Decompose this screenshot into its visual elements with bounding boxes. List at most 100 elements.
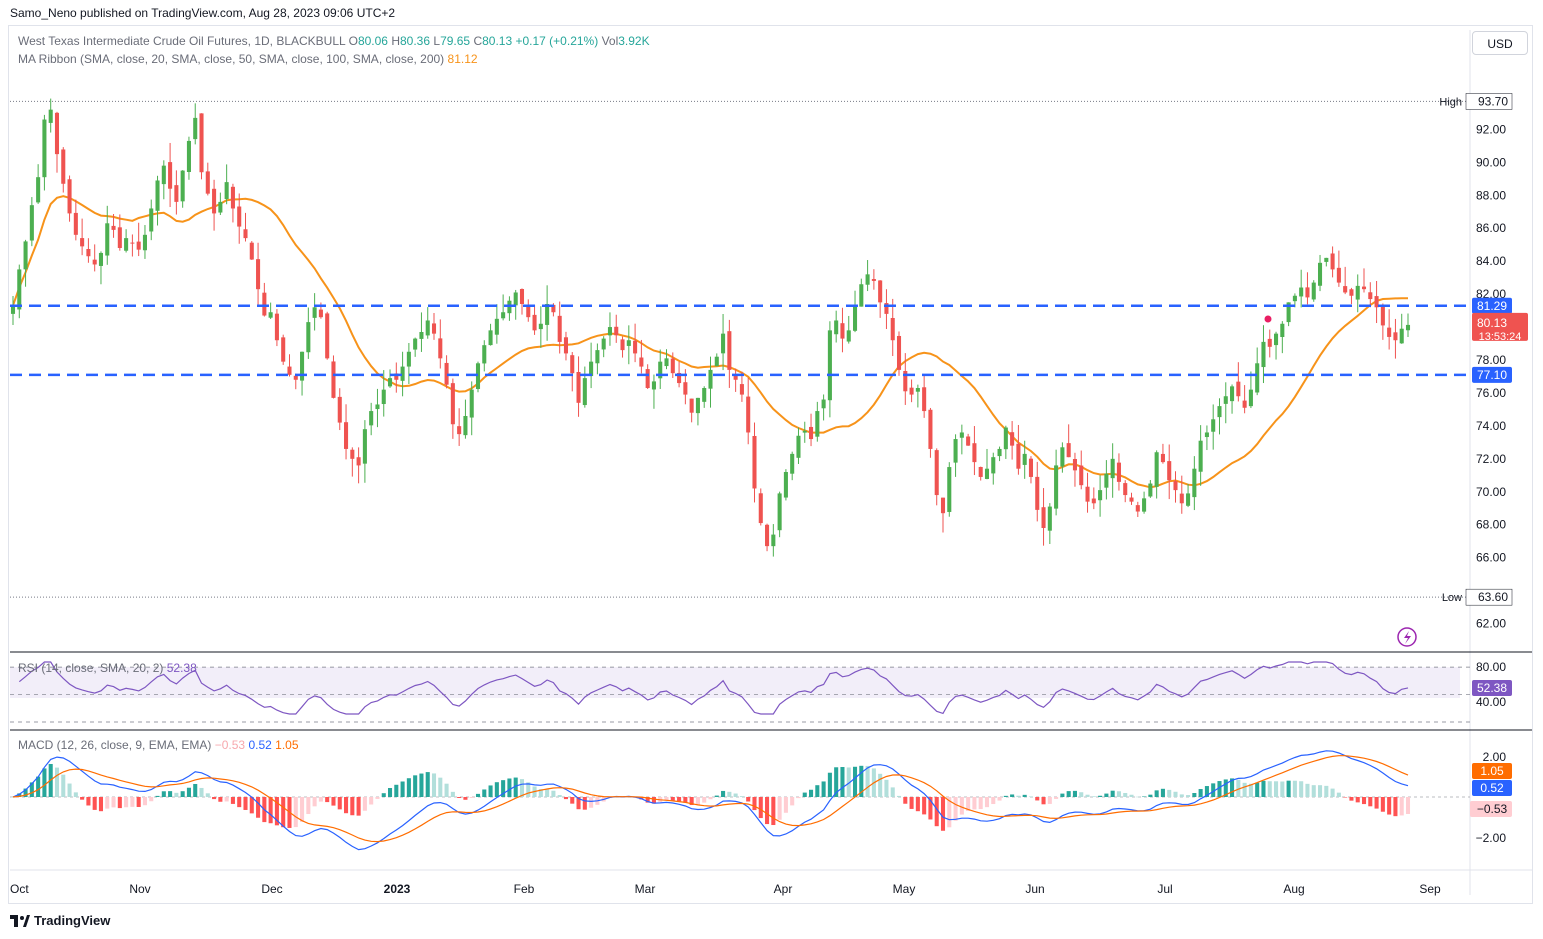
candle-body xyxy=(205,171,210,194)
candle xyxy=(1274,331,1279,360)
macd-histogram-bar xyxy=(212,797,217,800)
candle-body xyxy=(124,238,129,251)
macd-histogram-bar xyxy=(306,797,311,815)
candle xyxy=(1079,450,1084,490)
macd-histogram-bar xyxy=(243,797,248,810)
candle-body xyxy=(966,436,971,446)
level-badge-label: 77.10 xyxy=(1477,368,1507,382)
candle-body xyxy=(10,305,16,314)
macd-histogram-bar xyxy=(677,797,682,802)
macd-histogram-bar xyxy=(1179,794,1184,797)
candle-body xyxy=(199,113,204,173)
candle xyxy=(174,170,179,215)
macd-histogram-bar xyxy=(589,797,594,808)
candle-body xyxy=(1299,287,1304,297)
candle-body xyxy=(1255,363,1260,393)
macd-histogram-bar xyxy=(708,797,713,800)
macd-histogram-bar xyxy=(86,797,91,806)
candle xyxy=(1135,501,1140,517)
candle xyxy=(859,278,864,307)
macd-histogram-bar xyxy=(670,797,675,801)
macd-histogram-bar xyxy=(318,797,323,802)
macd-histogram-bar xyxy=(1217,781,1222,797)
candle-body xyxy=(1179,493,1184,504)
candle xyxy=(180,170,185,208)
candle xyxy=(1054,449,1059,516)
candle-body xyxy=(1217,406,1222,418)
price-tick-label: 78.00 xyxy=(1476,353,1506,367)
macd-histogram-bar xyxy=(268,797,273,824)
candle-body xyxy=(859,284,864,307)
candle xyxy=(1198,425,1203,486)
candle xyxy=(1160,443,1165,464)
macd-histogram-bar xyxy=(413,775,418,797)
candle-body xyxy=(212,188,217,214)
candle-body xyxy=(972,443,977,463)
macd-histogram-bar xyxy=(1355,797,1360,803)
candle xyxy=(1230,384,1235,414)
candle xyxy=(1098,475,1103,517)
macd-histogram-bar xyxy=(444,783,449,797)
macd-histogram-bar xyxy=(1349,797,1354,801)
candle xyxy=(658,349,663,389)
macd-histogram-bar xyxy=(513,777,518,797)
candle-body xyxy=(237,206,242,227)
candle-body xyxy=(934,450,939,496)
macd-histogram-bar xyxy=(809,789,814,797)
macd-histogram-bar xyxy=(1022,794,1027,797)
macd-histogram-bar xyxy=(425,772,430,797)
macd-histogram-bar xyxy=(846,767,851,797)
macd-histogram-bar xyxy=(205,793,210,797)
candle-body xyxy=(1104,473,1109,488)
tradingview-logo[interactable]: TradingView xyxy=(10,913,110,928)
candle-body xyxy=(193,117,198,140)
macd-histogram-bar xyxy=(557,795,562,797)
candle-body xyxy=(997,448,1002,457)
candle xyxy=(846,315,851,344)
macd-histogram-bar xyxy=(344,797,349,814)
macd-histogram-bar xyxy=(934,797,939,827)
candle-body xyxy=(394,373,399,380)
macd-histogram-bar xyxy=(978,797,983,810)
macd-histogram-bar xyxy=(17,793,22,797)
candle xyxy=(802,421,807,443)
candle-body xyxy=(896,335,902,370)
extreme-value: 93.70 xyxy=(1478,94,1508,108)
candle-body xyxy=(1167,461,1172,481)
candle-body xyxy=(413,338,418,350)
price-tick-label: 88.00 xyxy=(1476,188,1506,202)
candle-body xyxy=(1230,386,1235,402)
candle-body xyxy=(174,185,179,202)
macd-histogram-bar xyxy=(752,797,757,811)
time-tick-label: Mar xyxy=(635,882,656,896)
macd-tick-label: −2.00 xyxy=(1476,831,1507,845)
candle-body xyxy=(1317,262,1323,286)
candle xyxy=(1267,329,1272,358)
macd-histogram-bar xyxy=(1060,793,1065,797)
candle-body xyxy=(312,307,317,318)
candle xyxy=(1192,456,1197,511)
macd-histogram-bar xyxy=(1393,797,1398,817)
candle xyxy=(230,183,235,223)
candle-body xyxy=(1154,452,1159,487)
candle xyxy=(10,295,16,325)
candle xyxy=(54,111,60,173)
candle xyxy=(117,214,122,251)
candle-body xyxy=(36,177,41,203)
currency-button[interactable]: USD xyxy=(1472,31,1528,55)
candle-body xyxy=(922,387,927,412)
candle xyxy=(362,420,367,483)
candle xyxy=(651,374,656,409)
candle-body xyxy=(80,238,85,247)
price-tick-label: 86.00 xyxy=(1476,221,1506,235)
candle xyxy=(1142,491,1147,514)
extreme-value-box xyxy=(1465,93,1513,110)
macd-histogram-bar xyxy=(576,797,581,810)
candle-body xyxy=(369,411,374,426)
macd-histogram-bar xyxy=(815,785,820,797)
level-badge xyxy=(1472,366,1512,383)
candle xyxy=(928,407,933,458)
macd-histogram-bar xyxy=(1079,792,1084,797)
candle-body xyxy=(1399,328,1404,344)
